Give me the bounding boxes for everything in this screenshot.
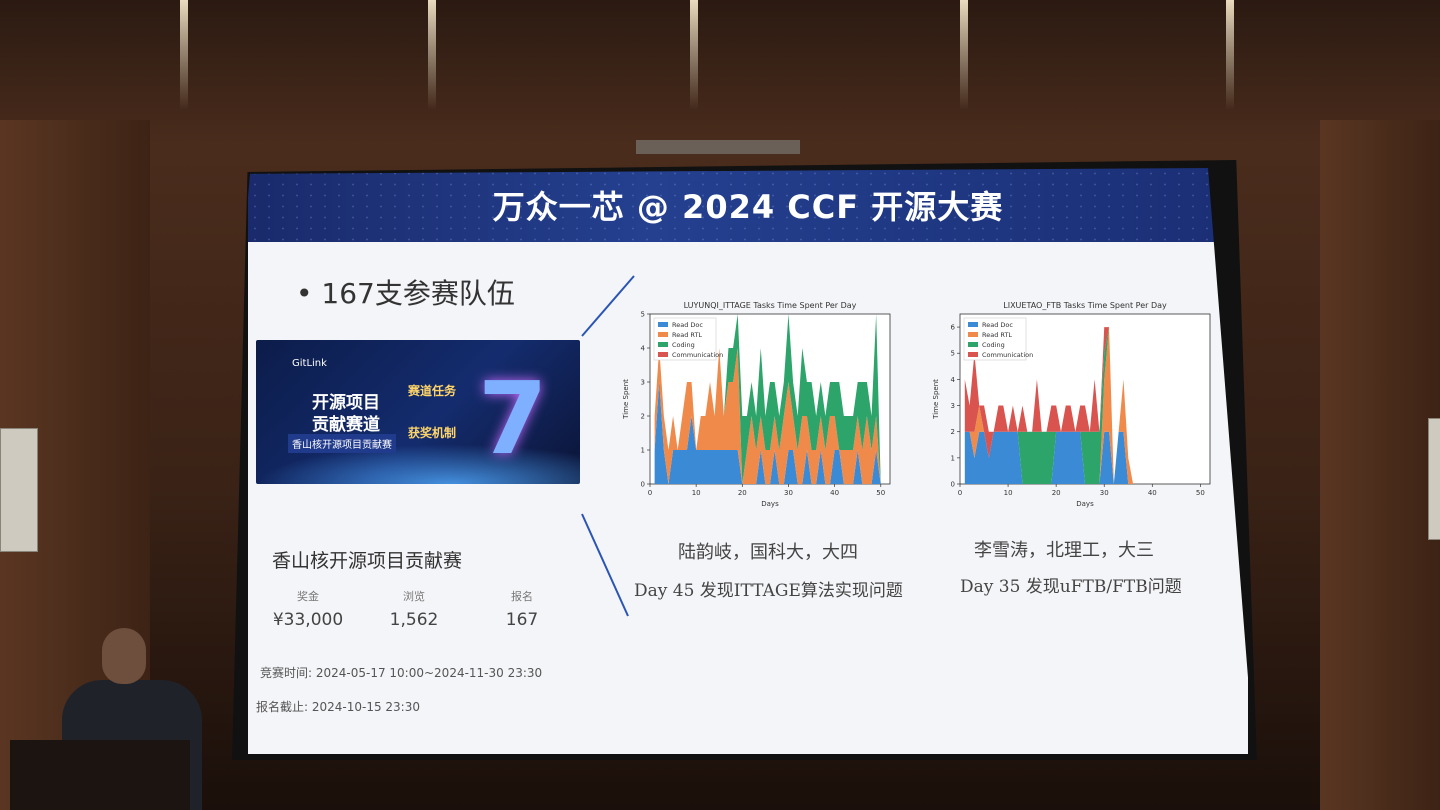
speaker-left — [0, 428, 38, 552]
chart-luyunqi: LUYUNQI_ITTAGE Tasks Time Spent Per Day 0… — [622, 301, 891, 508]
ceiling-light — [690, 0, 698, 110]
legend-label: Read Doc — [672, 321, 703, 329]
area-series-coding — [654, 314, 881, 484]
area-series-read-doc — [964, 431, 1134, 484]
stat-label: 报名 — [511, 590, 533, 603]
y-tick-label: 4 — [951, 376, 956, 384]
y-tick-label: 2 — [951, 428, 955, 436]
chart-title: LUYUNQI_ITTAGE Tasks Time Spent Per Day — [684, 301, 857, 310]
x-tick-label: 30 — [784, 489, 793, 497]
banner-brand: GitLink — [292, 358, 327, 369]
banner-tag2: 获奖机制 — [408, 426, 457, 440]
y-tick-label: 3 — [641, 379, 645, 387]
area-series-read-rtl — [654, 348, 881, 484]
y-tick-label: 1 — [951, 454, 955, 462]
x-tick-label: 20 — [738, 489, 747, 497]
podium — [10, 740, 190, 810]
stat-signups: 报名 167 — [472, 588, 572, 630]
stat-label: 浏览 — [403, 590, 425, 603]
ceiling-light — [960, 0, 968, 110]
projector-bar — [636, 140, 800, 154]
signup-deadline: 报名截止: 2024-10-15 23:30 — [256, 700, 420, 714]
x-axis-label: Days — [1076, 500, 1094, 508]
right-caption-note: Day 35 发现uFTB/FTB问题 — [960, 577, 1182, 597]
connector-top — [581, 275, 635, 337]
stat-views: 浏览 1,562 — [364, 588, 464, 630]
legend-swatch — [658, 322, 668, 327]
y-tick-label: 2 — [641, 413, 645, 421]
wall-right-panel — [1320, 120, 1440, 810]
legend-label: Read Doc — [982, 321, 1013, 329]
y-tick-label: 6 — [951, 324, 956, 332]
y-axis-label: Time Spent — [932, 379, 940, 420]
ceiling-light — [180, 0, 188, 110]
slide-title: 万众一芯 @ 2024 CCF 开源大赛 — [492, 188, 1004, 226]
competition-time: 竞赛时间: 2024-05-17 10:00~2024-11-30 23:30 — [260, 666, 543, 680]
stat-value: 167 — [505, 610, 539, 630]
area-series-read-doc — [654, 382, 881, 484]
x-tick-label: 50 — [876, 489, 885, 497]
connector-lines — [581, 275, 635, 617]
legend-swatch — [658, 352, 668, 357]
connector-bottom — [581, 513, 629, 617]
x-tick-label: 10 — [692, 489, 701, 497]
y-tick-label: 4 — [641, 345, 646, 353]
x-tick-label: 0 — [648, 489, 652, 497]
legend-swatch — [968, 352, 978, 357]
x-tick-label: 50 — [1196, 489, 1205, 497]
contest-name: 香山核开源项目贡献赛 — [272, 550, 463, 572]
left-caption-note: Day 45 发现ITTAGE算法实现问题 — [634, 581, 903, 601]
banner-line1: 开源项目 — [312, 393, 380, 413]
x-tick-label: 40 — [830, 489, 839, 497]
x-tick-label: 10 — [1004, 489, 1013, 497]
stat-value: 1,562 — [389, 610, 439, 630]
ceiling-light — [1226, 0, 1234, 110]
x-tick-label: 40 — [1148, 489, 1157, 497]
x-axis-label: Days — [761, 500, 779, 508]
left-caption-name: 陆韵岐，国科大，大四 — [678, 542, 858, 563]
projected-slide: 万众一芯 @ 2024 CCF 开源大赛 • 167支参赛队伍 GitLink … — [248, 168, 1248, 754]
legend-swatch — [658, 342, 668, 347]
legend-swatch — [658, 332, 668, 337]
ceiling-light — [428, 0, 436, 110]
banner-number: 7 — [478, 360, 548, 477]
legend-swatch — [968, 332, 978, 337]
x-tick-label: 20 — [1052, 489, 1061, 497]
y-tick-label: 5 — [641, 311, 645, 319]
legend-label: Read RTL — [672, 331, 702, 339]
x-tick-label: 30 — [1100, 489, 1109, 497]
legend-label: Coding — [672, 341, 695, 349]
legend: Read Doc Read RTL Coding Communication — [653, 317, 723, 361]
speaker-right — [1428, 418, 1440, 540]
stat-label: 奖金 — [297, 590, 319, 603]
chart-title: LIXUETAO_FTB Tasks Time Spent Per Day — [1003, 301, 1167, 310]
stat-prize: 奖金 ¥33,000 — [258, 588, 358, 630]
y-axis-label: Time Spent — [622, 379, 630, 420]
area-series-coding — [964, 327, 1134, 484]
legend: Read Doc Read RTL Coding Communication — [963, 317, 1033, 361]
legend-label: Communication — [672, 351, 723, 359]
right-caption-name: 李雪涛，北理工，大三 — [974, 540, 1154, 561]
legend-swatch — [968, 322, 978, 327]
banner-line2: 贡献赛道 — [312, 415, 380, 435]
y-tick-label: 0 — [641, 481, 645, 489]
legend-swatch — [968, 342, 978, 347]
legend-label: Communication — [982, 351, 1033, 359]
bullet-teams: • 167支参赛队伍 — [296, 277, 515, 310]
stat-value: ¥33,000 — [272, 610, 344, 630]
presenter-head — [102, 628, 146, 684]
x-tick-label: 0 — [958, 489, 962, 497]
y-tick-label: 0 — [951, 481, 955, 489]
legend-label: Coding — [982, 341, 1005, 349]
y-tick-label: 5 — [951, 350, 955, 358]
banner-line3: 香山核开源项目贡献赛 — [288, 434, 396, 453]
legend-label: Read RTL — [982, 331, 1012, 339]
y-tick-label: 3 — [951, 402, 955, 410]
contest-banner: GitLink 开源项目 贡献赛道 香山核开源项目贡献赛 赛道任务 获奖机制 7 — [256, 340, 580, 484]
banner-tag1: 赛道任务 — [408, 384, 457, 398]
y-tick-label: 1 — [641, 447, 645, 455]
slide-header — [248, 168, 1248, 242]
